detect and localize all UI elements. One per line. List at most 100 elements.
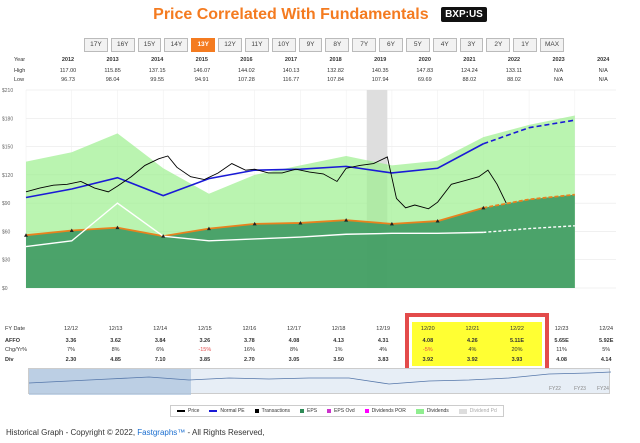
fy-cell: 12/22 [510,326,524,332]
year-label: Year [14,57,26,63]
fy-cell: 12/19 [376,326,391,332]
range-button-8y[interactable]: 8Y [325,38,350,52]
normal-pe-line [25,143,484,199]
high-cell: 144.02 [237,68,255,74]
legend-transactions[interactable]: Transactions [254,408,290,414]
range-button-max[interactable]: MAX [540,38,564,52]
legend-swatch [300,409,305,413]
legend-price-label: Price [188,408,200,414]
low-cell: 116.77 [282,77,300,83]
legend: Price Normal PE Transactions EPS EPS Ovd… [170,405,504,417]
range-button-4y[interactable]: 4Y [432,38,457,52]
div-cell: 3.50 [333,357,344,363]
range-button-17y[interactable]: 17Y [84,38,108,52]
year-cell: 2016 [240,57,253,63]
range-button-15y[interactable]: 15Y [137,38,162,52]
legend-swatch [177,410,185,412]
chg-cell: 4% [468,347,477,353]
chg-cell: 8% [111,347,120,353]
div-cell: 3.93 [511,357,523,363]
affo-cell: 3.26 [199,338,211,344]
y-tick-label: $90 [2,201,11,207]
high-cell: 115.85 [104,68,121,74]
year-cell: 2020 [418,57,431,63]
y-tick-label: $210 [2,88,13,94]
low-cell: 107.28 [237,77,255,83]
div-cell: 3.05 [288,357,300,363]
range-button-3y[interactable]: 3Y [459,38,484,52]
year-cell: 2022 [507,57,521,63]
legend-dividend-pd[interactable]: Dividend Pd [458,408,497,414]
eps-marker [206,226,211,231]
low-cell: 96.73 [61,77,75,83]
navigator-line [28,371,612,385]
low-cell: 107.84 [327,77,344,83]
price-chart: $0 $30 $60 $90 $120 $150 $180 $210 [2,88,616,292]
year-cell: 2024 [597,57,610,63]
legend-dividends-label: Dividends [426,408,449,414]
div-cell: 2.30 [65,357,77,363]
range-button-16y[interactable]: 16Y [110,38,135,52]
range-button-12y[interactable]: 12Y [218,38,242,52]
high-cell: 137.15 [148,68,166,74]
fy-row: FY Date [0,326,640,334]
legend-dividend-pd-label: Dividend Pd [469,408,497,414]
range-button-9y[interactable]: 9Y [298,38,323,52]
y-tick-label: $150 [2,145,13,151]
range-button-11y[interactable]: 11Y [244,38,269,52]
low-cell: N/A [598,77,608,83]
high-cell: N/A [598,68,608,74]
chg-row: Chg/Yr% [0,347,640,355]
div-row: Div [0,357,640,365]
fy-cell: 12/14 [153,326,168,332]
low-cell: 88.02 [462,77,477,83]
affo-cell: 4.26 [467,338,478,344]
fy-cell: 12/21 [465,326,480,332]
low-cell: 69.69 [417,77,432,83]
legend-normal-pe-label: Normal PE [220,408,245,414]
high-label: High [14,68,26,74]
chg-cell: 5% [602,347,611,353]
legend-dividends-por[interactable]: Dividends POR [364,408,406,414]
div-cell: 3.83 [377,357,389,363]
affo-cell: 4.13 [333,338,344,344]
high-cell: 132.82 [327,68,344,74]
legend-dividends[interactable]: Dividends [415,408,449,414]
legend-swatch [458,408,467,414]
range-button-5y[interactable]: 5Y [405,38,430,52]
affo-row: AFFO [0,338,640,346]
range-button-7y[interactable]: 7Y [352,38,377,52]
legend-eps-ovd[interactable]: EPS Ovd [327,408,355,414]
year-cell: 2012 [61,57,75,63]
legend-price[interactable]: Price [177,408,199,414]
legend-swatch [254,409,259,413]
nav-label-fy24: FY24 [597,386,609,392]
range-button-13y[interactable]: 13Y [191,38,216,52]
affo-cell: 3.78 [244,338,255,344]
div-cell: 3.92 [422,357,434,363]
range-button-2y[interactable]: 2Y [486,38,511,52]
high-cell: 117.00 [59,68,77,74]
legend-eps-ovd-label: EPS Ovd [334,408,355,414]
chg-cell: 6% [156,347,165,353]
legend-swatch [209,410,218,412]
fastgraphs-link[interactable]: Fastgraphs™ [137,428,186,437]
range-button-bar: 17Y 16Y 15Y 14Y 13Y 12Y 11Y 10Y 9Y 8Y 7Y 6Y 5Y 4Y 3Y 2Y… [84,38,564,52]
high-cell: 133.11 [505,68,523,74]
high-cell: N/A [554,68,564,74]
navigator[interactable]: FY22 FY23 FY24 [28,368,612,395]
eps-marker [161,234,166,238]
range-button-6y[interactable]: 6Y [379,38,403,52]
year-cell: 2013 [106,57,119,63]
high-cell: 146.07 [193,68,211,74]
legend-normal-pe[interactable]: Normal PE [209,408,245,414]
range-button-14y[interactable]: 14Y [164,38,189,52]
eps-marker [344,218,349,222]
chg-cell: 7% [67,347,75,353]
legend-eps[interactable]: EPS [300,408,317,414]
affo-label: AFFO [5,338,20,344]
range-button-10y[interactable]: 10Y [271,38,296,52]
fy-cell: 12/16 [242,326,257,332]
copyright-prefix: Historical Graph - Copyright © 2022, [6,428,138,437]
range-button-1y[interactable]: 1Y [513,38,538,52]
